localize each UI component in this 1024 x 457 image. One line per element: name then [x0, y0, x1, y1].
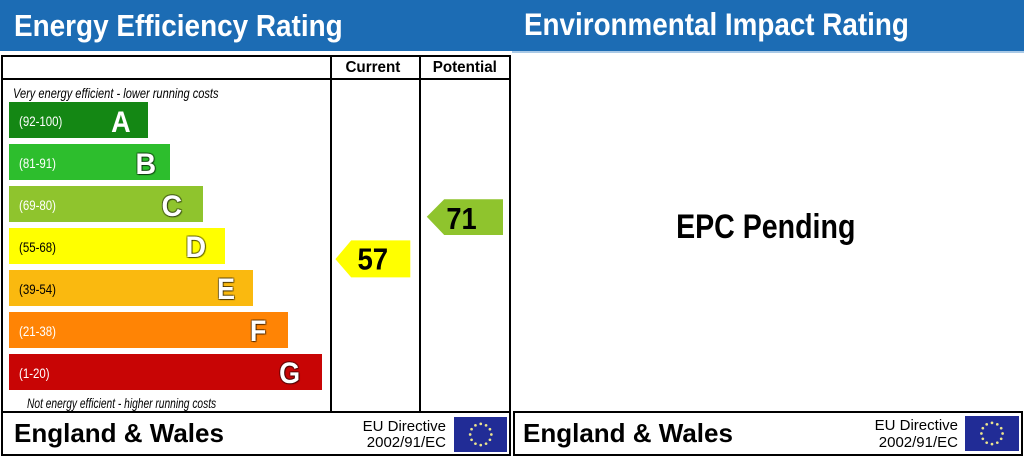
svg-text:71: 71 — [446, 202, 476, 235]
svg-text:57: 57 — [357, 242, 388, 277]
